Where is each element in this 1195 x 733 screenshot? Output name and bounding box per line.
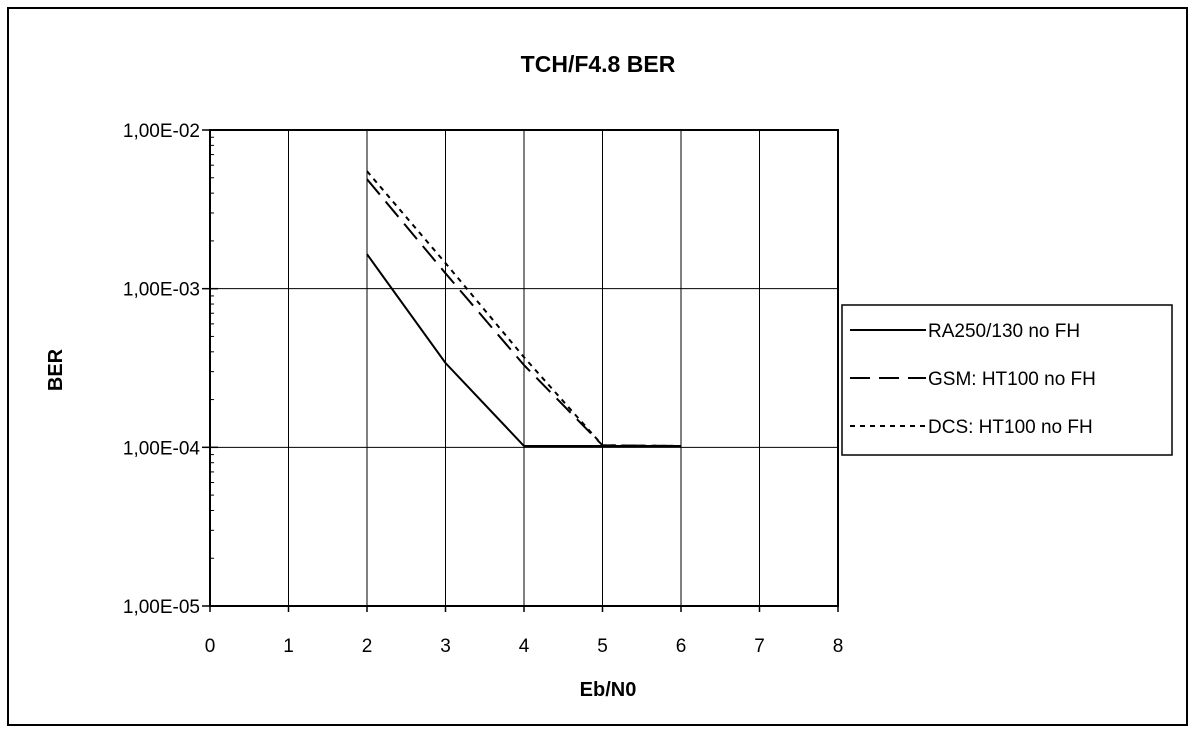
y-tick-label: 1,00E-03 [123, 280, 200, 301]
x-tick-label: 4 [519, 636, 530, 657]
legend-label-3: DCS: HT100 no FH [928, 417, 1093, 438]
x-tick-label: 6 [676, 636, 687, 657]
legend: RA250/130 no FH GSM: HT100 no FH DCS: HT10… [842, 305, 1172, 455]
y-tick-label: 1,00E-05 [123, 597, 200, 618]
y-tick-label: 1,00E-04 [123, 438, 201, 459]
x-axis-label: Eb/N0 [580, 679, 637, 701]
x-tick-label: 2 [362, 636, 373, 657]
x-tick-label: 7 [754, 636, 765, 657]
x-tick-label: 5 [597, 636, 608, 657]
x-tick-label: 8 [833, 636, 844, 657]
x-tick-label: 1 [283, 636, 294, 657]
y-axis-label: BER [45, 348, 67, 391]
chart-title: TCH/F4.8 BER [521, 51, 676, 77]
y-tick-label: 1,00E-02 [123, 121, 200, 142]
x-tick-label: 3 [440, 636, 451, 657]
x-tick-label: 0 [205, 636, 216, 657]
legend-label-1: RA250/130 no FH [928, 321, 1080, 342]
plot-area: 1,00E-02 1,00E-03 1,00E-04 1,00E-050 1 2 3 4 5 6 7… [123, 121, 843, 657]
legend-label-2: GSM: HT100 no FH [928, 369, 1096, 390]
